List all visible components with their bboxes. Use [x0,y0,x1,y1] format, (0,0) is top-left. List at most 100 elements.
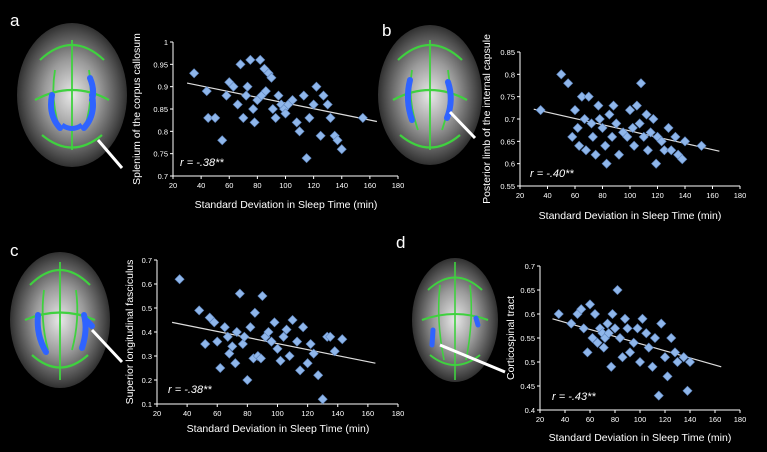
y-tick-label: 0.95 [153,60,168,69]
data-point [607,308,618,320]
x-tick-label: 40 [197,181,205,190]
data-point [598,342,609,353]
x-tick-label: 140 [679,191,692,200]
data-point [576,91,587,102]
data-point [302,358,313,369]
data-point [260,86,271,97]
x-tick-label: 80 [611,415,619,424]
data-point [222,331,233,342]
data-point [684,356,696,368]
data-point [651,158,662,169]
data-point [230,358,241,369]
y-axis-title: Posterior limb of the internal capsule [481,34,493,204]
y-tick-label: 0.8 [505,70,515,79]
y-tick-label: 0.65 [520,286,535,295]
data-point [603,328,614,339]
y-axis-title: Splenium of the corpus callosum [131,33,143,185]
data-point [245,322,256,333]
x-tick-label: 140 [335,181,348,190]
x-tick-label: 140 [331,409,344,418]
y-tick-label: 0.1 [142,400,152,409]
data-point [606,361,617,372]
data-point [631,100,642,111]
panel-letter-c: c [10,241,19,260]
data-point [574,140,585,151]
x-tick-label: 120 [659,415,672,424]
data-point [590,149,601,160]
scatter-plot-a: 20 40 60 80 100 120 140 160 180 0.7 0.75 0.8 0.85 0.9… [131,33,404,211]
data-point [637,313,648,324]
data-point [245,54,256,65]
data-point [239,331,250,342]
y-tick-label: 0.75 [500,93,515,102]
data-point [210,112,221,123]
data-point [578,323,589,334]
x-tick-label: 100 [271,409,284,418]
data-point [645,127,656,138]
data-point [281,324,292,335]
data-point [556,69,567,80]
x-tick-label: 40 [543,191,551,200]
data-point [235,59,246,70]
y-tick-label: 0.4 [142,328,152,337]
data-point [332,135,343,146]
x-axis-title: Standard Deviation in Sleep Time (min) [549,432,732,444]
data-point [241,90,252,101]
data-point [624,347,636,358]
data-point [576,304,587,315]
x-tick-label: 180 [392,181,405,190]
data-point [607,131,618,142]
data-point [622,131,633,142]
data-point [563,78,574,89]
data-point [292,336,303,347]
data-point [284,350,295,362]
data-point [582,347,593,358]
x-tick-label: 120 [301,409,314,418]
data-point [287,314,298,326]
data-point [628,337,639,348]
data-point [291,117,302,128]
y-tick-label: 1 [164,38,168,47]
x-tick-label: 20 [536,415,544,424]
x-tick-label: 180 [734,191,747,200]
x-tick-label: 160 [709,415,722,424]
data-point [228,81,239,92]
x-tick-label: 160 [364,181,377,190]
data-point [619,313,631,324]
data-point [215,362,226,374]
data-point [587,332,598,344]
data-point [634,356,646,368]
scatter-plot-d: 20 40 60 80 100 120 140 160 180 0.4 0.45 0.5 0.55 0.6… [505,262,746,444]
data-point [656,318,667,329]
data-point [677,154,688,165]
y-tick-label: 0.6 [525,310,535,319]
data-point [318,90,329,101]
data-point [566,318,577,329]
data-point [217,135,228,146]
data-point [322,99,333,110]
data-point [304,112,315,123]
data-point [567,131,578,142]
pointer-line-d [439,343,506,374]
data-point [609,323,621,334]
data-point [266,336,277,347]
x-tick-label: 100 [624,191,637,200]
data-point [672,356,683,368]
data-point [572,122,583,133]
data-point [586,118,597,129]
data-point [221,90,232,101]
x-tick-label: 60 [586,415,594,424]
data-point [212,336,223,347]
scatter-plot-b: 20 40 60 80 100 120 140 160 180 0.55 0.6 0.65 0.7 0.7… [481,34,746,222]
data-point [641,109,652,120]
data-point [663,122,674,133]
data-point [613,149,625,160]
data-point [659,145,670,156]
data-point [357,112,368,123]
y-tick-label: 0.6 [142,280,152,289]
y-tick-label: 0.5 [525,358,535,367]
x-tick-label: 140 [684,415,697,424]
y-tick-label: 0.85 [153,105,168,114]
data-point [298,90,309,101]
data-point [275,355,286,366]
